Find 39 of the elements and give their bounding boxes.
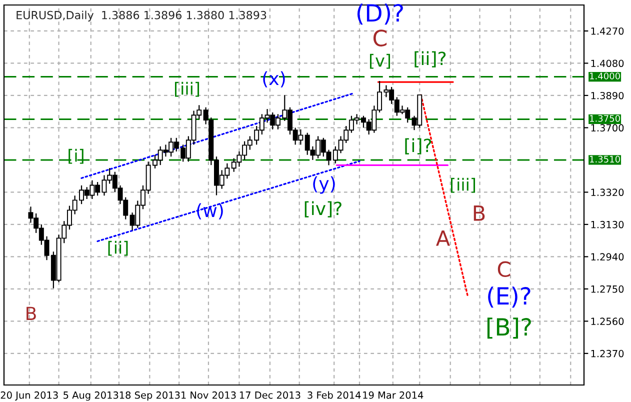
annotation: [iv]?: [304, 201, 342, 218]
chart-title: EURUSD,Daily 1.3886 1.3896 1.3880 1.3893: [16, 10, 266, 22]
x-tick-label: 1 Nov 2013: [181, 391, 236, 399]
y-tick-label: 1.3700: [591, 124, 624, 132]
annotation: (y): [313, 176, 335, 194]
ref-line-label: 1.4000: [590, 72, 620, 80]
y-tick-label: 1.3130: [591, 220, 624, 228]
x-tick-label: 17 Dec 2013: [240, 391, 300, 399]
y-tick-label: 1.4270: [591, 27, 624, 35]
annotation: [ii]?: [414, 51, 446, 68]
y-tick-label: 1.2940: [591, 253, 624, 261]
annotation: C: [498, 261, 510, 278]
y-tick-label: 1.2370: [591, 350, 624, 358]
annotation: (D)?: [357, 4, 403, 25]
annotation: [i]?: [405, 138, 432, 154]
ref-line-label: 1.3510: [590, 156, 620, 163]
annotation: A: [436, 230, 450, 246]
x-tick-label: 18 Sep 2013: [120, 391, 180, 401]
x-tick-label: 5 Aug 2013: [64, 391, 118, 401]
x-tick-label: 19 Mar 2014: [363, 391, 424, 399]
y-tick-label: 1.2750: [591, 285, 624, 293]
y-tick-label: 1.3320: [591, 188, 624, 196]
annotation: [B]?: [487, 318, 531, 339]
annotation: (E)?: [488, 286, 530, 308]
y-tick-label: 1.4080: [591, 60, 624, 68]
annotation: B: [474, 206, 485, 221]
ref-line-label: 1.3750: [590, 115, 620, 122]
annotation: C: [373, 30, 387, 46]
annotation: [iii]: [450, 178, 476, 193]
annotation: [i]: [68, 148, 84, 164]
x-tick-label: 20 Jun 2013: [0, 391, 58, 401]
annotation: [iii]: [174, 82, 200, 97]
y-tick-label: 1.3890: [591, 92, 624, 100]
x-tick-label: 3 Feb 2014: [308, 391, 361, 399]
annotation: [v]: [370, 54, 390, 69]
y-tick-label: 1.2560: [591, 318, 624, 326]
annotation: (w): [197, 203, 223, 220]
annotation: [ii]: [108, 240, 128, 256]
annotation: B: [26, 306, 36, 320]
